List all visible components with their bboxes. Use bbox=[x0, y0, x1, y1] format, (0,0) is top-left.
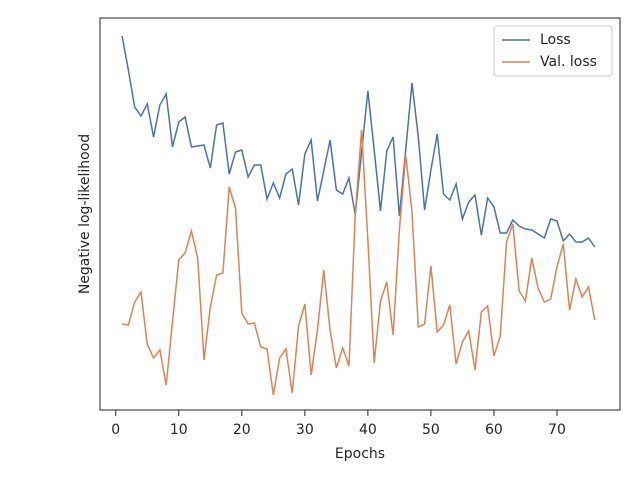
x-tick-label: 50 bbox=[422, 422, 440, 438]
x-tick-label: 60 bbox=[485, 422, 503, 438]
x-tick-label: 20 bbox=[233, 422, 251, 438]
x-tick-label: 10 bbox=[170, 422, 188, 438]
legend-label: Val. loss bbox=[540, 54, 597, 70]
legend-label: Loss bbox=[540, 32, 571, 48]
legend-box bbox=[493, 25, 613, 77]
line-series bbox=[121, 35, 596, 248]
y-axis-label: Negative log-likelihood bbox=[77, 134, 93, 294]
x-tick-label: 30 bbox=[296, 422, 314, 438]
line-series bbox=[121, 129, 596, 396]
plot-frame bbox=[99, 17, 621, 411]
x-tick-label: 70 bbox=[548, 422, 566, 438]
x-tick-label: 40 bbox=[359, 422, 377, 438]
x-axis-label: Epochs bbox=[335, 446, 385, 462]
x-tick-label: 0 bbox=[111, 422, 120, 438]
